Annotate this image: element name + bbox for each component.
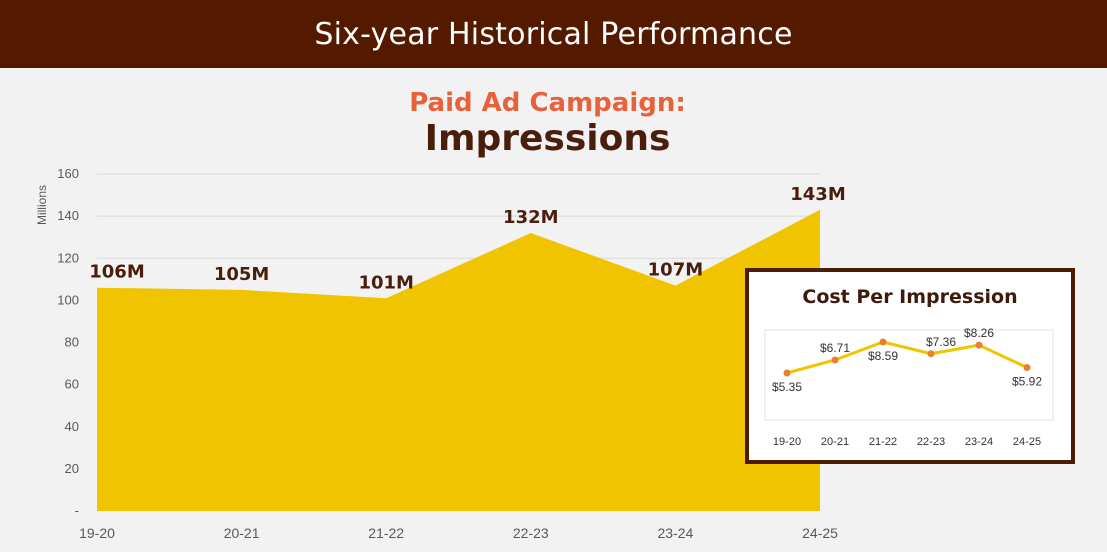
- cost-marker: [783, 369, 791, 377]
- cost-marker: [927, 350, 935, 358]
- data-label: 143M: [790, 184, 846, 205]
- x-tick-label: 24-25: [802, 525, 838, 541]
- cost-per-impression-panel: Cost Per Impression $5.35 $6.71 $8.59 $7.36…: [745, 268, 1075, 464]
- x-tick-label: 22-23: [513, 525, 549, 541]
- y-tick-label: 60: [65, 377, 79, 392]
- data-label: 106M: [89, 262, 145, 283]
- y-tick-label: 20: [65, 461, 79, 476]
- plot-area-border: [764, 329, 1054, 421]
- inset-x-tick-label: 24-25: [1013, 436, 1041, 448]
- data-label: 132M: [503, 207, 559, 228]
- cost-data-label: $5.92: [1012, 375, 1042, 389]
- cost-per-impression-line-chart: $5.35 $6.71 $8.59 $7.36 $8.26 $5.92 19-20 20-21…: [764, 326, 1054, 448]
- y-tick-label: 140: [57, 208, 79, 223]
- cost-marker: [975, 341, 983, 349]
- impressions-area: [97, 209, 820, 511]
- x-tick-label: 21-22: [368, 525, 404, 541]
- inset-x-tick-label: 20-21: [821, 436, 849, 448]
- cost-marker: [831, 356, 839, 364]
- inset-x-tick-label: 23-24: [965, 436, 993, 448]
- cost-data-label: $8.59: [868, 349, 898, 363]
- chart-subtitle: Paid Ad Campaign:: [409, 88, 686, 118]
- y-tick-label: 120: [57, 250, 79, 265]
- header-banner: Six-year Historical Performance: [0, 0, 1107, 68]
- cost-data-label: $5.35: [772, 380, 802, 394]
- data-label: 107M: [648, 260, 704, 281]
- y-tick-label: 100: [57, 292, 79, 307]
- cost-marker: [879, 338, 887, 346]
- x-tick-label: 20-21: [224, 525, 260, 541]
- data-label: 101M: [358, 272, 414, 293]
- cost-data-label: $8.26: [964, 326, 994, 340]
- x-tick-label: 23-24: [657, 525, 693, 541]
- y-axis-title: Millions: [35, 185, 49, 225]
- page-title: Six-year Historical Performance: [314, 16, 793, 52]
- y-tick-label: 40: [65, 419, 79, 434]
- data-label: 105M: [214, 264, 270, 285]
- cost-data-label: $7.36: [926, 335, 956, 349]
- inset-x-tick-label: 22-23: [917, 436, 945, 448]
- inset-x-tick-label: 19-20: [773, 436, 801, 448]
- chart-title: Impressions: [424, 118, 671, 159]
- inset-x-tick-label: 21-22: [869, 436, 897, 448]
- y-tick-label: 80: [65, 335, 79, 350]
- y-tick-label: -: [75, 503, 79, 518]
- y-tick-label: 160: [57, 166, 79, 181]
- x-tick-label: 19-20: [79, 525, 115, 541]
- cost-line: [786, 340, 1028, 375]
- cost-marker: [1023, 364, 1031, 372]
- inset-chart-title: Cost Per Impression: [802, 286, 1018, 308]
- cost-data-label: $6.71: [820, 341, 850, 355]
